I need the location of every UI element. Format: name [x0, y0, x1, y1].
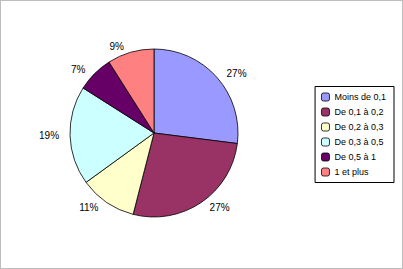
svg-text:Moins de 0,1: Moins de 0,1 — [334, 92, 386, 102]
svg-text:7%: 7% — [71, 64, 86, 75]
svg-text:27%: 27% — [227, 68, 247, 79]
svg-text:De 0,2 à 0,3: De 0,2 à 0,3 — [334, 122, 383, 132]
svg-text:De 0,1 à 0,2: De 0,1 à 0,2 — [334, 107, 383, 117]
svg-text:1 et plus: 1 et plus — [334, 167, 369, 177]
svg-text:27%: 27% — [210, 202, 230, 213]
svg-text:De 0,3 à 0,5: De 0,3 à 0,5 — [334, 137, 383, 147]
svg-text:19%: 19% — [39, 130, 59, 141]
svg-text:De 0,5 à 1: De 0,5 à 1 — [334, 152, 376, 162]
svg-text:11%: 11% — [79, 202, 98, 213]
svg-text:9%: 9% — [109, 41, 124, 52]
